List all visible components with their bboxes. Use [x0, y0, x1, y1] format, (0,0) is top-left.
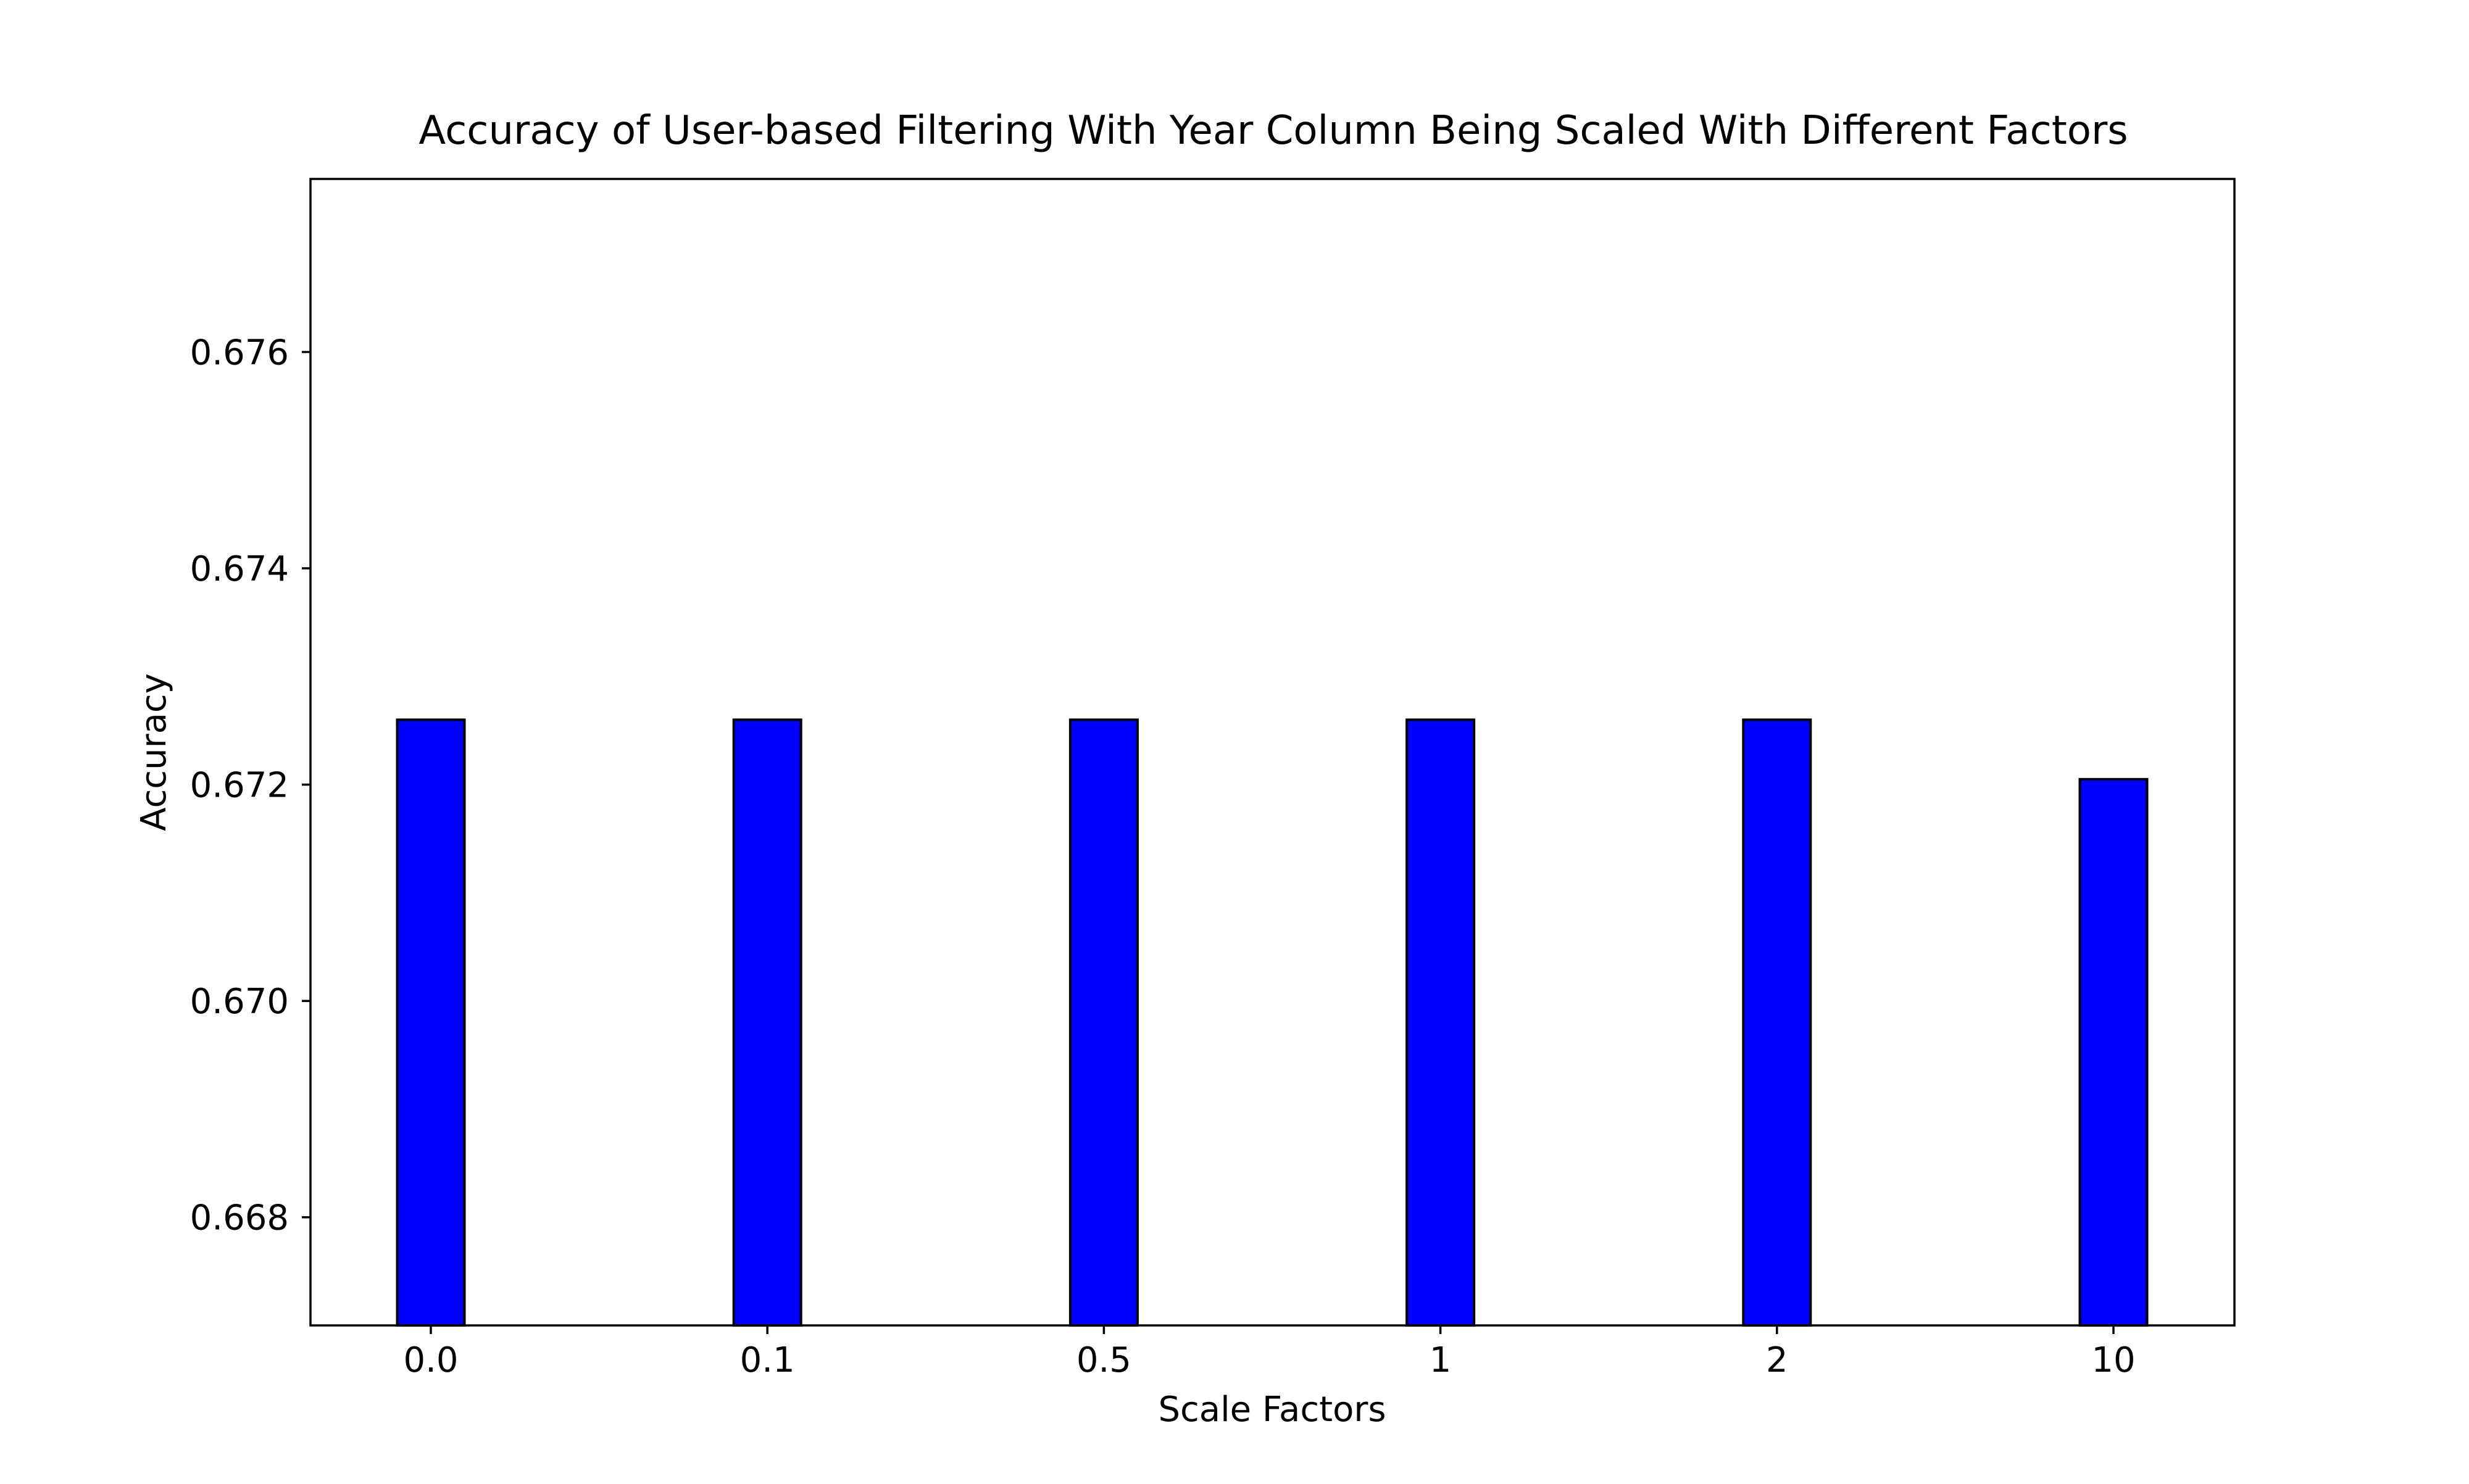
x-tick-label: 0.1: [740, 1340, 795, 1380]
chart-title: Accuracy of User-based Filtering With Ye…: [418, 108, 2128, 154]
bar: [1068, 718, 1139, 1327]
y-tick-label: 0.676: [190, 333, 289, 373]
plot-frame: [309, 178, 2236, 1327]
y-axis: 0.668 0.670 0.672 0.674 0.676: [190, 333, 310, 1238]
x-tick-label: 0.0: [403, 1340, 458, 1380]
x-tick-label: 10: [2091, 1340, 2135, 1380]
y-tick-label: 0.672: [190, 766, 289, 806]
bar: [396, 718, 466, 1327]
y-tick-label: 0.668: [190, 1198, 289, 1238]
bar: [2078, 777, 2149, 1327]
y-tick-label: 0.674: [190, 549, 289, 589]
y-axis-label: Accuracy: [134, 673, 174, 831]
x-tick-label: 1: [1430, 1340, 1452, 1380]
x-tick-label: 0.5: [1076, 1340, 1131, 1380]
bar: [1405, 718, 1476, 1327]
x-tick-label: 2: [1766, 1340, 1788, 1380]
bars-layer: [396, 718, 2149, 1327]
y-tick-label: 0.670: [190, 982, 289, 1022]
bar: [1742, 718, 1812, 1327]
x-axis: 0.0 0.1 0.5 1 2 10: [403, 1325, 2136, 1380]
bar: [732, 718, 802, 1327]
x-axis-label: Scale Factors: [1158, 1390, 1386, 1430]
